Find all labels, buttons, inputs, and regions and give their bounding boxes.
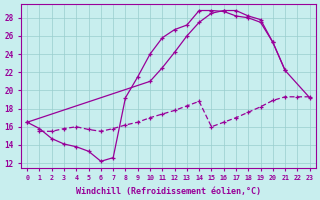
- X-axis label: Windchill (Refroidissement éolien,°C): Windchill (Refroidissement éolien,°C): [76, 187, 261, 196]
